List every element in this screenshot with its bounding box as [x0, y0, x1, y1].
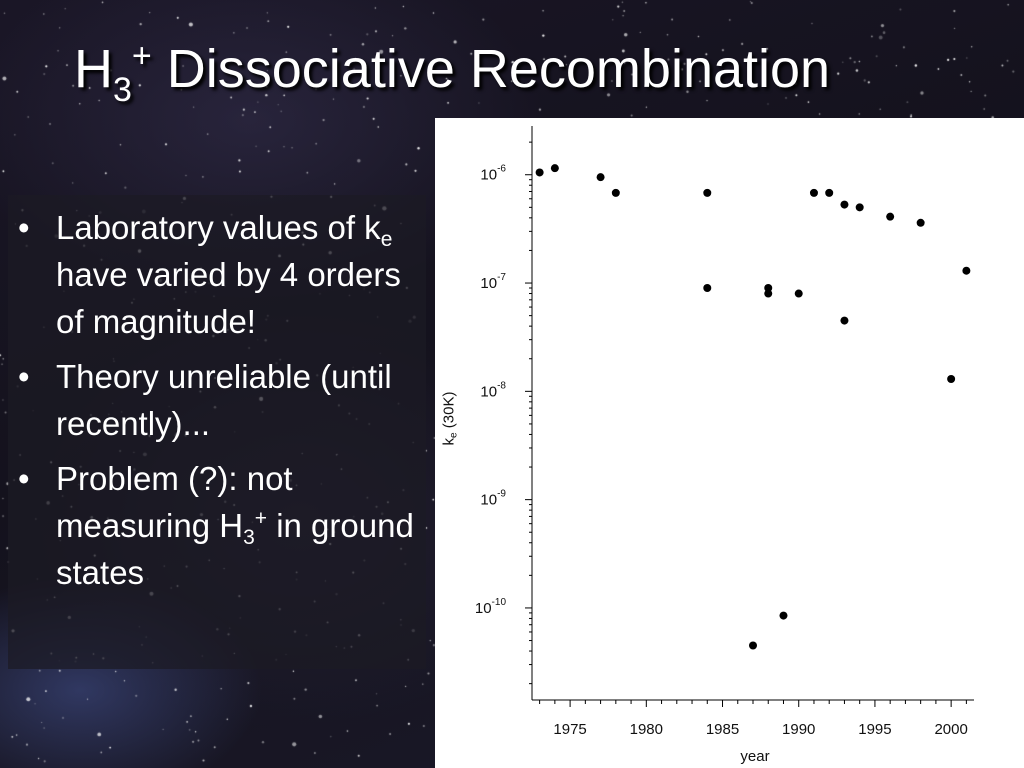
x-tick-label: 2000: [934, 721, 967, 738]
bullet-text: have varied by 4 orders of magnitude!: [56, 256, 401, 340]
data-point: [764, 289, 773, 298]
bullet-text: Laboratory values of k: [56, 209, 381, 246]
slide-title: H3+ Dissociative Recombination: [74, 37, 831, 107]
data-point: [596, 173, 605, 182]
bullet-text: in ground states: [56, 507, 414, 591]
data-point: [779, 611, 788, 620]
data-point: [794, 289, 803, 298]
bullet-marker: •: [18, 209, 30, 246]
y-tick-label: 10-6: [480, 164, 506, 184]
data-point: [840, 200, 849, 209]
chart-panel: [435, 118, 1024, 768]
x-tick-label: 1980: [630, 721, 663, 738]
y-tick-label: 10-10: [475, 597, 507, 617]
y-axis-label: ke (30K): [440, 359, 460, 479]
x-tick-label: 1985: [706, 721, 739, 738]
bullet-text: Theory unreliable (until recently)...: [56, 358, 392, 442]
data-point: [886, 212, 895, 221]
data-point: [703, 283, 712, 292]
bullet-superscript: +: [254, 507, 268, 530]
data-point: [840, 316, 849, 325]
data-point: [535, 168, 544, 177]
y-tick-label: 10-9: [480, 489, 506, 509]
bullet-text: Problem (?): not measuring H: [56, 460, 293, 544]
data-point: [611, 188, 620, 197]
data-point: [550, 164, 559, 173]
bullet-subscript: e: [380, 228, 393, 251]
data-point: [962, 266, 971, 275]
bullet-marker: •: [18, 460, 30, 497]
data-point: [855, 203, 864, 212]
x-axis-label: year: [740, 748, 770, 765]
x-tick-label: 1990: [782, 721, 815, 738]
bullet-marker: •: [18, 358, 30, 395]
y-axis-label-subscript: e: [448, 432, 460, 438]
x-tick-label: 1975: [553, 721, 586, 738]
bullet-item: • Theory unreliable (until recently)...: [8, 353, 418, 447]
bullet-list: • Laboratory values of ke have varied by …: [8, 204, 418, 604]
y-axis-label-rest: (30K): [440, 391, 458, 433]
bullet-panel: [8, 195, 426, 669]
bullet-item: • Laboratory values of ke have varied by …: [8, 204, 418, 345]
y-axis-label-main: k: [440, 437, 458, 446]
data-point: [703, 188, 712, 197]
data-point: [947, 374, 956, 383]
data-point: [825, 188, 834, 197]
title-subscript: 3: [113, 71, 132, 109]
title-text: Dissociative Recombination: [151, 39, 831, 99]
bullet-item: • Problem (?): not measuring H3+ in groun…: [8, 455, 418, 596]
title-h: H: [74, 39, 113, 99]
x-tick-label: 1995: [858, 721, 891, 738]
y-tick-label: 10-8: [480, 380, 506, 400]
title-superscript: +: [131, 37, 152, 75]
bullet-subscript: 3: [243, 526, 255, 549]
data-point: [764, 283, 773, 292]
data-point: [749, 641, 757, 650]
data-point: [809, 188, 818, 197]
y-tick-label: 10-7: [480, 272, 506, 292]
data-point: [916, 218, 925, 227]
